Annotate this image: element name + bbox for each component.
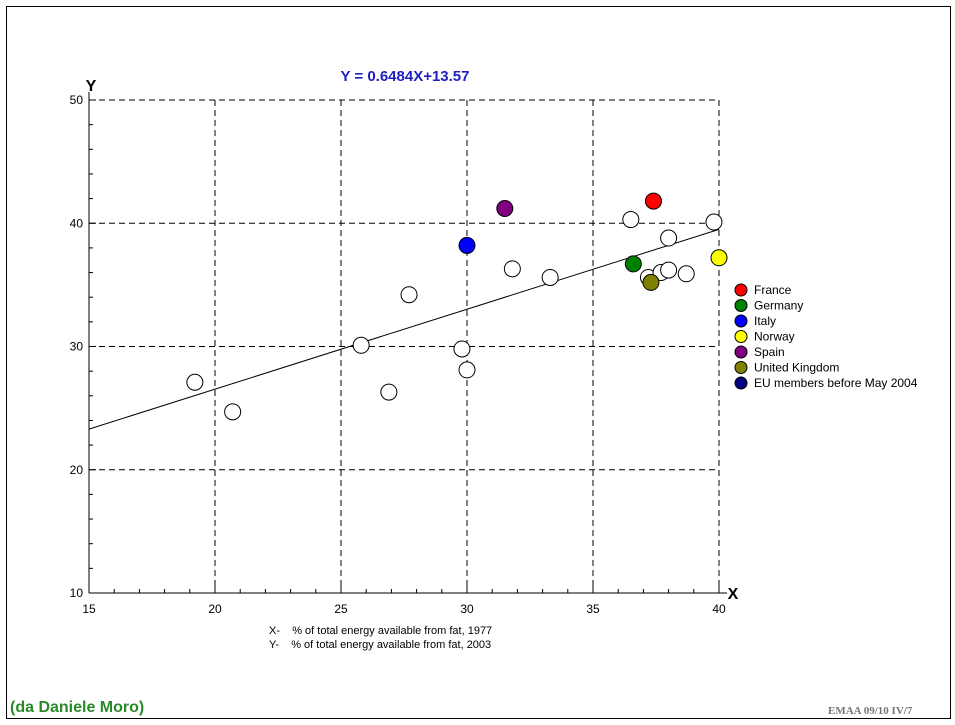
x-tick-label: 40 — [712, 602, 726, 616]
data-point — [453, 340, 471, 358]
chart-title: Y = 0.6484X+13.57 — [340, 68, 469, 85]
data-point — [541, 268, 559, 286]
x-tick-label: 30 — [460, 602, 474, 616]
data-point — [622, 211, 640, 229]
grid — [89, 99, 720, 593]
x-tick-label: 35 — [586, 602, 600, 616]
regression-line — [88, 228, 720, 430]
legend-marker — [734, 330, 748, 343]
legend-marker — [734, 283, 748, 297]
x-tick-label: 25 — [334, 602, 348, 616]
data-point — [503, 260, 521, 278]
data-point-germany — [624, 255, 642, 273]
data-point-spain — [496, 199, 514, 217]
y-axis-label: Y — [86, 78, 97, 95]
legend-label: Norway — [754, 330, 795, 344]
data-point-united-kingdom — [642, 273, 660, 291]
y-tick-label: 40 — [70, 216, 84, 230]
data-point-italy — [458, 236, 476, 254]
data-points — [186, 192, 728, 421]
data-point — [380, 383, 398, 401]
legend-label: EU members before May 2004 — [754, 376, 918, 390]
legend-marker — [734, 345, 748, 359]
data-point — [352, 336, 370, 354]
legend-marker — [734, 361, 748, 374]
legend-marker — [734, 314, 748, 328]
slide-frame — [6, 6, 951, 719]
legend-label: Italy — [754, 314, 776, 328]
data-point — [705, 213, 723, 231]
y-tick-label: 20 — [70, 463, 84, 477]
data-point — [224, 403, 242, 421]
data-point-france — [644, 192, 662, 210]
credit-text: (da Daniele Moro) — [10, 699, 145, 716]
data-point — [458, 361, 476, 379]
legend-marker — [734, 376, 748, 390]
data-point — [677, 265, 695, 283]
slide-id: EMAA 09/10 IV/7 — [828, 705, 913, 717]
data-point — [660, 229, 678, 247]
x-axis-note: X- % of total energy available from fat,… — [269, 625, 492, 637]
y-axis-note: Y- % of total energy available from fat,… — [269, 639, 491, 651]
x-tick-label: 15 — [82, 602, 96, 616]
data-point — [400, 286, 418, 304]
axes — [88, 92, 727, 594]
data-point-norway — [710, 249, 728, 267]
legend-label: Germany — [754, 299, 803, 313]
regression-line-group — [88, 228, 720, 430]
legend-marker — [734, 299, 748, 312]
legend-label: United Kingdom — [754, 361, 839, 375]
legend-label: Spain — [754, 345, 785, 359]
legend-label: France — [754, 283, 792, 297]
data-point — [660, 261, 678, 279]
x-tick-label: 20 — [208, 602, 222, 616]
data-point — [186, 373, 204, 391]
axis-ticks: 15 20 25 30 35 40 10 20 30 40 50 — [70, 93, 726, 616]
y-tick-label: 10 — [70, 586, 84, 600]
x-axis-label: X — [728, 586, 739, 603]
y-tick-label: 50 — [70, 93, 84, 107]
y-tick-label: 30 — [70, 340, 84, 354]
